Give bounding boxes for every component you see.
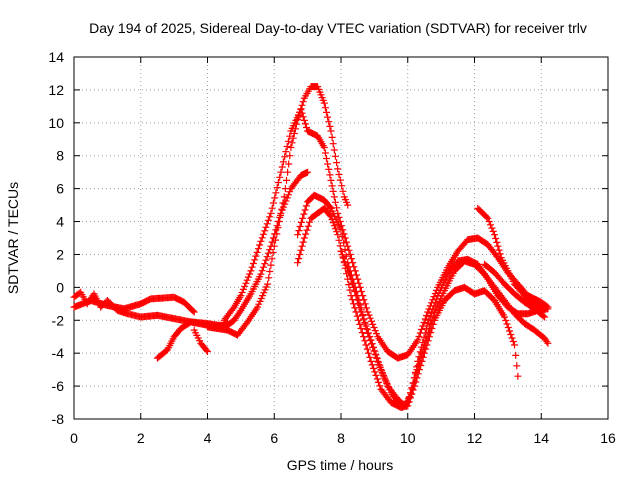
series-track-6 (220, 106, 552, 362)
x-axis-label: GPS time / hours (287, 457, 394, 473)
y-tick-label: 2 (56, 246, 64, 262)
x-tick-label: 16 (600, 430, 616, 446)
y-tick-label: 10 (48, 115, 64, 131)
grid-lines (74, 57, 608, 419)
y-tick-label: 6 (56, 181, 64, 197)
series-track-7 (294, 204, 522, 411)
series-track-5 (204, 83, 352, 339)
marker-trail (190, 326, 211, 355)
y-axis-label: SDTVAR / TECUs (5, 182, 21, 294)
series-track-10 (474, 204, 549, 313)
series-track-4 (190, 326, 211, 355)
x-tick-label: 8 (337, 430, 345, 446)
marker-trail (220, 106, 552, 362)
y-tick-label: 14 (48, 49, 64, 65)
marker-trail (474, 204, 549, 313)
y-tick-label: -6 (52, 378, 65, 394)
y-tick-label: 12 (48, 82, 64, 98)
x-tick-label: 10 (400, 430, 416, 446)
y-tick-label: 8 (56, 148, 64, 164)
marker-trail (294, 204, 522, 411)
marker-trail (337, 247, 552, 411)
chart-title: Day 194 of 2025, Sidereal Day-to-day VTE… (89, 20, 587, 36)
series-track-11 (481, 260, 549, 321)
marker-trail (204, 83, 352, 339)
x-tick-label: 2 (137, 430, 145, 446)
marker-trail (481, 260, 549, 321)
x-tick-label: 0 (70, 430, 78, 446)
x-tick-label: 4 (204, 430, 212, 446)
y-tick-label: 0 (56, 279, 64, 295)
y-tick-label: 4 (56, 214, 64, 230)
series-track-9 (337, 247, 552, 411)
axis-ticks: 0 2 4 6 8 10 12 14 16 -8 -6 -4 -2 0 2 4 6 8 10 12 14 (48, 49, 616, 446)
data-marks (70, 83, 552, 411)
x-tick-label: 14 (533, 430, 549, 446)
y-tick-label: -8 (52, 411, 65, 427)
y-tick-label: -2 (52, 312, 65, 328)
x-tick-label: 6 (270, 430, 278, 446)
x-tick-label: 12 (467, 430, 483, 446)
y-tick-label: -4 (52, 345, 65, 361)
